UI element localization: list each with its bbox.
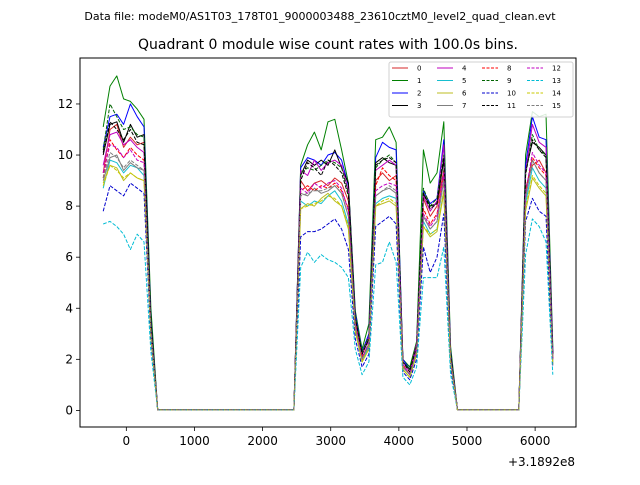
legend-label-12: 12 xyxy=(552,65,561,73)
legend-label-13: 13 xyxy=(552,77,561,85)
chart-title: Quadrant 0 module wise count rates with … xyxy=(138,37,518,53)
axes-layer: 0 1000 2000 3000 4000 5000 6000 0 2 4 6 8 10 12 xyxy=(58,97,551,448)
legend-label-2: 2 xyxy=(417,90,421,98)
legend-label-10: 10 xyxy=(507,90,516,98)
series-line-13 xyxy=(103,218,554,411)
y-tick-label-0: 0 xyxy=(65,403,73,417)
x-tick-label-3: 3000 xyxy=(315,434,346,448)
y-tick-label-4: 8 xyxy=(65,199,73,213)
legend-label-1: 1 xyxy=(417,77,421,85)
y-tick-label-2: 4 xyxy=(65,301,73,315)
x-tick-label-4: 4000 xyxy=(384,434,415,448)
legend-label-11: 11 xyxy=(507,102,516,110)
y-tick-label-3: 6 xyxy=(65,250,73,264)
legend-label-4: 4 xyxy=(462,65,467,73)
plot-area xyxy=(79,57,577,428)
series-layer xyxy=(102,75,554,411)
legend-label-3: 3 xyxy=(417,102,421,110)
x-offset-label: +3.1892e8 xyxy=(508,455,575,469)
x-tick-label-0: 0 xyxy=(123,434,131,448)
legend-label-5: 5 xyxy=(462,77,466,85)
legend-label-14: 14 xyxy=(552,90,561,98)
y-tick-label-6: 12 xyxy=(58,97,73,111)
legend-label-7: 7 xyxy=(462,102,466,110)
chart-suptitle: Data file: modeM0/AS1T03_178T01_90000034… xyxy=(84,10,556,23)
legend-label-9: 9 xyxy=(507,77,511,85)
series-line-15 xyxy=(102,152,554,411)
legend-label-8: 8 xyxy=(507,65,511,73)
y-tick-label-1: 2 xyxy=(65,352,73,366)
x-tick-label-6: 6000 xyxy=(520,434,551,448)
legend-label-0: 0 xyxy=(417,65,421,73)
legend-label-6: 6 xyxy=(462,90,467,98)
x-tick-label-1: 1000 xyxy=(179,434,210,448)
x-tick-label-2: 2000 xyxy=(247,434,278,448)
legend-box xyxy=(388,61,574,118)
y-tick-label-5: 10 xyxy=(58,148,73,162)
x-tick-label-5: 5000 xyxy=(452,434,483,448)
legend-label-15: 15 xyxy=(552,102,561,110)
